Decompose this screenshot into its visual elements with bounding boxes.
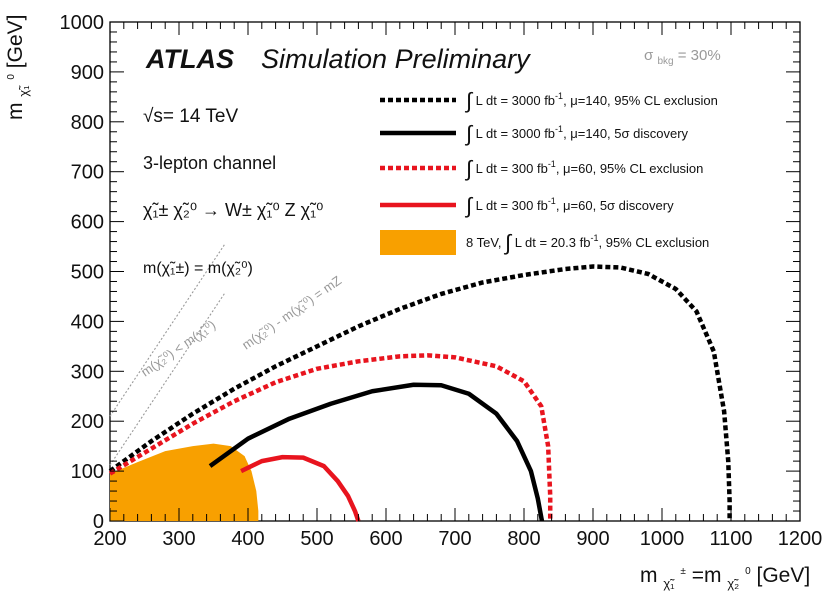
integral-sign: ∫ [464, 121, 474, 146]
legend-sup: -1 [590, 233, 598, 243]
sigma-value: = 30% [678, 47, 721, 64]
y-axis-title-sup: 0 [6, 74, 17, 80]
y-tick-label: 1000 [60, 12, 105, 34]
legend-post: , 95% CL exclusion [598, 235, 709, 250]
legend-text: L dt = 3000 fb [472, 126, 555, 141]
integral-sign: ∫ [464, 156, 474, 181]
discovery-300-line [240, 454, 361, 522]
legend-text: L dt = 3000 fb [472, 93, 555, 108]
legend-label: ∫ L dt = 300 fb-1, μ=60, 95% CL exclusio… [464, 156, 703, 181]
x-axis-title-m1: m [640, 564, 658, 587]
exclusion-300-line [108, 353, 553, 521]
y-tick-label: 100 [71, 461, 104, 483]
energy-label: √s= 14 TeV [143, 106, 238, 127]
legend-text: L dt = 20.3 fb [511, 235, 590, 250]
sigma-bkg-label: σ bkg = 30% [644, 47, 721, 68]
x-axis-title-unit: [GeV] [756, 564, 810, 587]
axes: 200 300 400 500 600 700 800 900 1000 1100 1200 0 100… [60, 12, 823, 550]
y-axis-title: m χ̃₁ 0 [GeV] [0, 14, 33, 120]
legend-sup: -1 [555, 91, 563, 101]
y-axis-title-sub: χ̃₁ [16, 85, 31, 97]
y-tick-label: 600 [71, 212, 104, 234]
sigma-symbol: σ [644, 47, 654, 64]
legend-text: L dt = 300 fb [472, 161, 548, 176]
legend-label: ∫ L dt = 3000 fb-1, μ=140, 95% CL exclus… [464, 88, 718, 113]
x-axis-title: m χ̃₁ ± =m χ̃₂ 0 [GeV] [640, 556, 810, 593]
x-tick-label: 700 [438, 528, 471, 550]
legend-prefix: 8 TeV, [466, 235, 505, 250]
legend-sup: -1 [548, 196, 556, 206]
fill-series [110, 443, 259, 521]
legend-swatch [380, 230, 456, 255]
legend-post: , μ=60, 5σ discovery [556, 198, 674, 213]
legend-sup: -1 [548, 159, 556, 169]
x-tick-label: 800 [507, 528, 540, 550]
integral-sign: ∫ [503, 230, 513, 255]
sigma-subscript: bkg [657, 56, 673, 67]
x-axis-title-sub2: χ̃₂ [727, 576, 739, 591]
channel-label: 3-lepton channel [143, 153, 276, 173]
x-tick-label: 400 [231, 528, 264, 550]
y-tick-label: 300 [71, 361, 104, 383]
x-axis-title-sub1: χ̃₁ [663, 576, 675, 591]
exclusion-8tev-area [110, 443, 259, 521]
y-tick-label: 0 [93, 511, 104, 533]
integral-sign: ∫ [464, 88, 474, 113]
x-axis-title-eq: =m [692, 564, 722, 587]
y-tick-label: 700 [71, 162, 104, 184]
kinematic-limit-label-2: m(χ̃₂⁰) - m(χ̃₁⁰) = mZ [239, 273, 344, 353]
x-tick-label: 200 [93, 528, 126, 550]
legend-text: L dt = 300 fb [472, 198, 548, 213]
y-tick-label: 500 [71, 262, 104, 284]
y-tick-label: 200 [71, 411, 104, 433]
x-tick-label: 1000 [640, 528, 685, 550]
legend-post: , μ=60, 95% CL exclusion [556, 161, 704, 176]
kinematic-limit-label-1: m(χ̃₂⁰) < m(χ̃₁⁰) [138, 317, 218, 379]
chart-title-bold: ATLAS [145, 44, 234, 74]
y-axis-title-unit: [GeV] [4, 14, 27, 68]
mass-relation-label: m(χ̃₁±) = m(χ̃₂⁰) [143, 260, 253, 277]
x-tick-label: 900 [576, 528, 609, 550]
line-series [108, 264, 732, 522]
legend-post: , μ=140, 95% CL exclusion [563, 93, 718, 108]
y-tick-label: 800 [71, 112, 104, 134]
legend-post: , μ=140, 5σ discovery [563, 126, 688, 141]
x-tick-label: 600 [369, 528, 402, 550]
discovery-3000-line [208, 382, 545, 522]
chart-title-rest: Simulation Preliminary [261, 44, 531, 74]
x-tick-label: 1100 [709, 528, 752, 550]
x-tick-label: 500 [300, 528, 333, 550]
y-axis-title-m: m [4, 103, 27, 121]
x-axis-title-sup2: 0 [745, 566, 751, 577]
x-tick-label: 1200 [778, 528, 823, 550]
process-label: χ̃₁± χ̃₂⁰ → W± χ̃₁⁰ Z χ̃₁⁰ [143, 200, 323, 220]
legend-sup: -1 [555, 124, 563, 134]
x-axis-title-sup1: ± [680, 566, 686, 577]
x-tick-label: 300 [162, 528, 195, 550]
y-tick-label: 400 [71, 311, 104, 333]
legend-label: 8 TeV, ∫ L dt = 20.3 fb-1, 95% CL exclus… [466, 230, 709, 255]
exclusion-3000-line [108, 264, 732, 521]
legend-label: ∫ L dt = 3000 fb-1, μ=140, 5σ discovery [464, 121, 689, 146]
legend-label: ∫ L dt = 300 fb-1, μ=60, 5σ discovery [464, 193, 674, 218]
y-tick-label: 900 [71, 62, 104, 84]
integral-sign: ∫ [464, 193, 474, 218]
legend: ∫ L dt = 3000 fb-1, μ=140, 95% CL exclus… [380, 88, 718, 255]
